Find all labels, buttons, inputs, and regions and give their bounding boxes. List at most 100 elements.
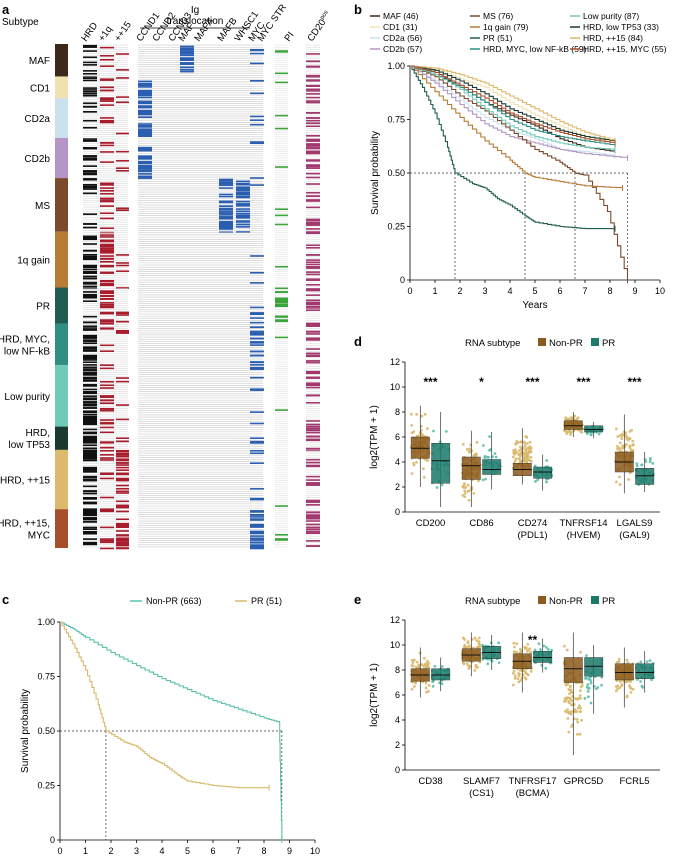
data-point: [469, 443, 473, 447]
heat-mark: [116, 287, 129, 289]
heat-mark: [83, 404, 97, 407]
heat-mark: [116, 492, 129, 494]
heat-mark: [236, 188, 250, 190]
heat-mark: [100, 547, 114, 550]
heat-mark: [83, 264, 97, 267]
subtype-block-11: [55, 509, 68, 548]
survival-curve-8: [410, 65, 616, 150]
category-label: GPRC5D: [564, 776, 604, 787]
data-point: [463, 495, 467, 499]
subtype-label-11-1: MYC: [28, 531, 50, 542]
x-tick-label: 8: [607, 286, 612, 296]
heat-mark: [138, 148, 152, 151]
heat-mark: [83, 508, 97, 511]
heat-mark: [306, 261, 320, 264]
heat-mark: [116, 479, 129, 482]
heat-mark: [250, 488, 264, 490]
heat-mark: [236, 186, 250, 188]
heat-mark: [83, 459, 97, 462]
heat-mark: [100, 272, 114, 274]
heat-mark: [83, 432, 97, 435]
data-point: [473, 636, 477, 640]
heat-mark: [83, 384, 97, 387]
heat-mark: [250, 437, 264, 439]
data-point: [518, 647, 522, 651]
heat-mark: [100, 459, 114, 461]
subtype-label-11-0: HRD, ++15,: [0, 519, 50, 530]
heat-mark: [306, 74, 320, 77]
heat-mark: [306, 199, 320, 201]
data-point: [412, 461, 416, 465]
heat-mark: [180, 63, 194, 66]
heat-mark: [275, 223, 288, 226]
heat-mark: [306, 305, 320, 308]
heat-mark: [100, 258, 114, 260]
subtype-block-4: [55, 178, 68, 232]
heat-mark: [306, 540, 320, 542]
data-point: [614, 427, 618, 431]
heat-mark: [100, 384, 114, 387]
heat-mark: [306, 545, 320, 547]
data-point: [488, 435, 492, 438]
legend-label-4: MS (76): [483, 11, 513, 21]
heat-mark: [236, 203, 250, 205]
heat-mark: [83, 327, 97, 329]
data-point: [625, 443, 628, 446]
heat-mark: [116, 380, 129, 383]
heat-mark: [116, 264, 129, 267]
heat-mark: [138, 123, 152, 125]
heat-mark: [219, 201, 233, 204]
heat-mark: [306, 100, 320, 102]
heat-mark: [83, 226, 97, 229]
legend-label-2: CD2a (56): [383, 33, 422, 43]
heat-mark: [236, 189, 250, 192]
legend-swatch-nonpr: [538, 338, 546, 346]
heat-mark: [116, 524, 129, 527]
heat-mark: [83, 436, 97, 438]
heat-mark: [250, 516, 264, 518]
heat-mark: [100, 295, 114, 298]
heat-mark: [83, 235, 97, 238]
heat-mark: [83, 479, 97, 482]
data-point: [431, 684, 435, 688]
heat-mark: [83, 538, 97, 540]
heat-mark: [138, 83, 152, 86]
data-point: [475, 440, 479, 444]
heat-mark: [275, 303, 288, 306]
heat-mark: [83, 361, 97, 364]
data-point: [618, 475, 621, 479]
heat-mark: [100, 217, 114, 220]
heat-mark: [180, 45, 194, 48]
data-point: [573, 709, 577, 713]
heat-mark: [306, 530, 320, 533]
data-point: [585, 685, 589, 689]
heat-mark: [83, 455, 97, 457]
heat-mark: [83, 511, 97, 514]
heat-mark: [83, 92, 97, 95]
heat-mark: [100, 234, 114, 236]
data-point: [567, 710, 571, 714]
heat-mark: [100, 119, 114, 122]
y-tick-label: 1.00: [37, 617, 55, 627]
heat-mark: [116, 53, 129, 55]
heat-mark: [83, 502, 97, 505]
x-tick-label: 2: [108, 846, 113, 855]
heat-mark: [275, 533, 288, 536]
data-point: [484, 477, 487, 481]
data-point: [545, 480, 548, 484]
y-tick-label: 0.75: [387, 115, 405, 125]
survival-curve-5: [410, 65, 624, 189]
heat-mark: [116, 510, 129, 513]
data-point: [461, 443, 465, 446]
heat-mark: [250, 513, 264, 516]
legend-label-3: CD2b (57): [383, 44, 422, 54]
heat-mark: [306, 501, 320, 503]
heat-mark: [116, 541, 129, 544]
legend-label-0: MAF (46): [383, 11, 419, 21]
heat-mark: [83, 296, 97, 299]
heat-mark: [275, 304, 288, 307]
heat-mark: [100, 236, 114, 238]
heat-mark: [275, 72, 288, 75]
box-nonpr: [563, 420, 583, 430]
heat-mark: [306, 88, 320, 91]
